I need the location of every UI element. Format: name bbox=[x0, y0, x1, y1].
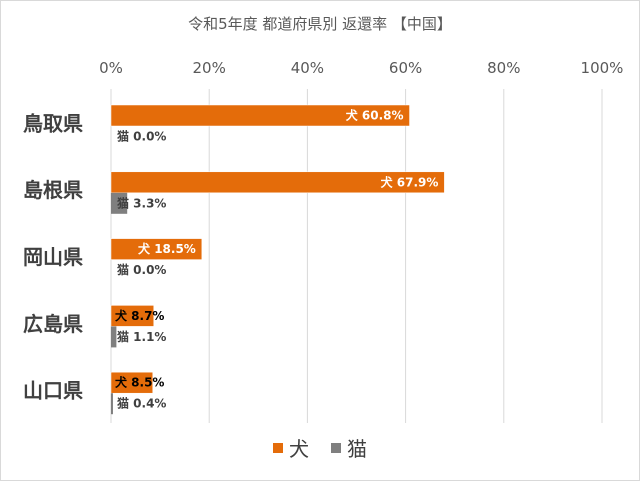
gridlines bbox=[110, 89, 603, 423]
legend-marker-dog bbox=[273, 443, 283, 453]
data-label-dog: 犬 8.7% bbox=[115, 308, 164, 323]
x-tick-label: 20% bbox=[193, 59, 226, 77]
category-label: 山口県 bbox=[23, 379, 83, 403]
bars bbox=[110, 104, 445, 415]
data-label-cat: 猫 0.4% bbox=[117, 396, 166, 411]
bar-cat bbox=[111, 326, 117, 348]
chart-title: 令和5年度 都道府県別 返還率 【中国】 bbox=[188, 15, 452, 33]
bar-dog bbox=[110, 371, 153, 394]
x-tick-label: 60% bbox=[389, 59, 422, 77]
legend-label-dog: 犬 bbox=[289, 437, 309, 461]
data-label-dog: 犬 67.9% bbox=[381, 174, 439, 189]
category-label: 広島県 bbox=[23, 312, 83, 336]
data-label-cat: 猫 1.1% bbox=[117, 329, 166, 344]
x-tick-label: 80% bbox=[487, 59, 520, 77]
category-label: 島根県 bbox=[23, 178, 83, 202]
legend: 犬猫 bbox=[273, 437, 367, 461]
category-label: 鳥取県 bbox=[23, 111, 83, 135]
x-axis-ticks: 0% 20% 40% 60% 80% 100% bbox=[99, 59, 623, 77]
legend-label-cat: 猫 bbox=[347, 437, 367, 461]
data-labels: 犬 60.8% 猫 0.0% 犬 67.9% 猫 3.3% 犬 18.5% 猫 0.0% 犬… bbox=[115, 108, 438, 411]
data-label-dog: 犬 8.5% bbox=[115, 375, 164, 390]
data-label-dog: 犬 60.8% bbox=[346, 108, 404, 123]
bar-dog bbox=[110, 305, 154, 327]
data-label-dog: 犬 18.5% bbox=[138, 241, 196, 256]
data-label-cat: 猫 0.0% bbox=[117, 129, 166, 144]
bar-cat bbox=[111, 192, 128, 214]
bar-cat bbox=[111, 393, 113, 415]
bar-dog bbox=[110, 238, 203, 260]
x-tick-label: 40% bbox=[291, 59, 324, 77]
bar-dog bbox=[110, 104, 410, 127]
x-tick-label: 100% bbox=[581, 59, 624, 77]
category-label: 岡山県 bbox=[23, 245, 83, 269]
x-tick-label: 0% bbox=[99, 59, 123, 77]
legend-marker-cat bbox=[331, 443, 341, 453]
data-label-cat: 猫 3.3% bbox=[117, 195, 166, 210]
data-label-cat: 猫 0.0% bbox=[117, 262, 166, 277]
bar-dog bbox=[110, 171, 445, 194]
